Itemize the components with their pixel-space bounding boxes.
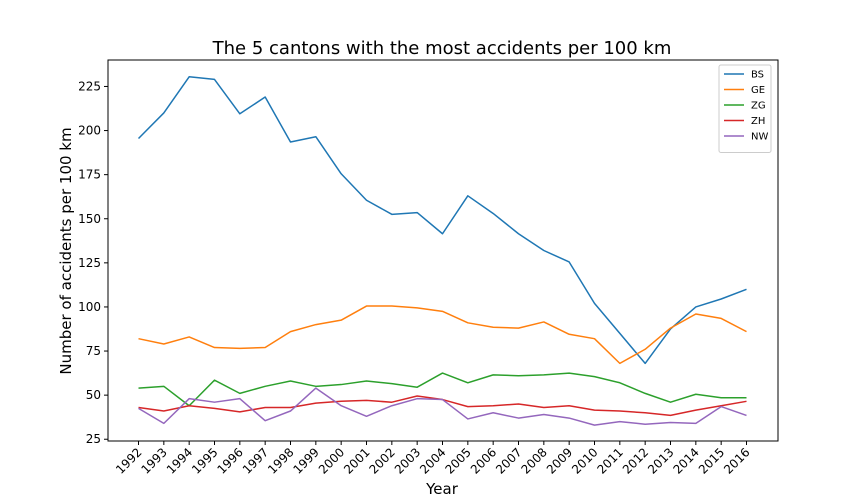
y-axis-title: Number of accidents per 100 km [57,127,75,374]
x-tick-label: 2008 [518,445,549,476]
x-tick-label: 1993 [138,445,169,476]
x-axis-title: Year [425,480,459,498]
y-axis: 25 50 75 100 125 150 175 200 225 [78,79,108,446]
x-tick-label: 1992 [113,445,144,476]
x-tick-label: 2006 [468,445,499,476]
x-tick-label: 2000 [316,445,347,476]
x-tick-label: 2014 [670,445,701,476]
legend-label-zh: ZH [751,116,765,127]
x-tick-label: 2012 [620,445,651,476]
x-tick-label: 1997 [240,445,271,476]
series-line-nw [138,387,747,426]
y-tick-label: 50 [86,388,101,402]
x-tick-label: 2011 [594,445,625,476]
legend-box [718,64,772,153]
y-tick-label: 150 [78,212,101,226]
y-tick-label: 75 [86,344,101,358]
plot-area [107,59,779,442]
y-tick-label: 200 [78,124,101,138]
legend-label-nw: NW [751,132,768,143]
x-tick-label: 2009 [544,445,575,476]
x-tick-label: 1994 [164,445,195,476]
x-tick-label: 1996 [214,445,245,476]
x-tick-label: 1998 [265,445,296,476]
legend-label-zg: ZG [751,101,766,112]
y-tick-label: 175 [78,168,101,182]
x-tick-label: 2002 [366,445,397,476]
plot-frame [107,59,779,442]
chart-title: The 5 cantons with the most accidents pe… [212,38,672,59]
x-tick-label: 2004 [417,445,448,476]
x-tick-label: 2015 [696,445,727,476]
x-tick-label: 2010 [569,445,600,476]
y-tick-label: 25 [86,432,101,446]
x-tick-label: 2013 [645,445,676,476]
series-line-ge [138,305,747,365]
x-tick-label: 1999 [290,445,321,476]
y-tick-label: 100 [78,300,101,314]
y-tick-label: 125 [78,256,101,270]
legend-label-ge: GE [751,85,765,96]
legend-label-bs: BS [751,70,764,81]
series-line-bs [137,76,747,365]
x-tick-label: 2007 [493,445,524,476]
x-tick-label: 2001 [341,445,372,476]
series-line-zg [138,372,747,407]
series-layer [137,76,747,426]
x-axis: 1992199319941995199619971998199920002001… [113,441,753,477]
x-tick-label: 2005 [442,445,473,476]
y-tick-label: 225 [78,79,101,93]
x-tick-label: 1995 [189,445,220,476]
x-tick-label: 2016 [721,445,752,476]
x-tick-label: 2003 [392,445,423,476]
legend: BS GE ZG ZH NW [718,64,772,153]
